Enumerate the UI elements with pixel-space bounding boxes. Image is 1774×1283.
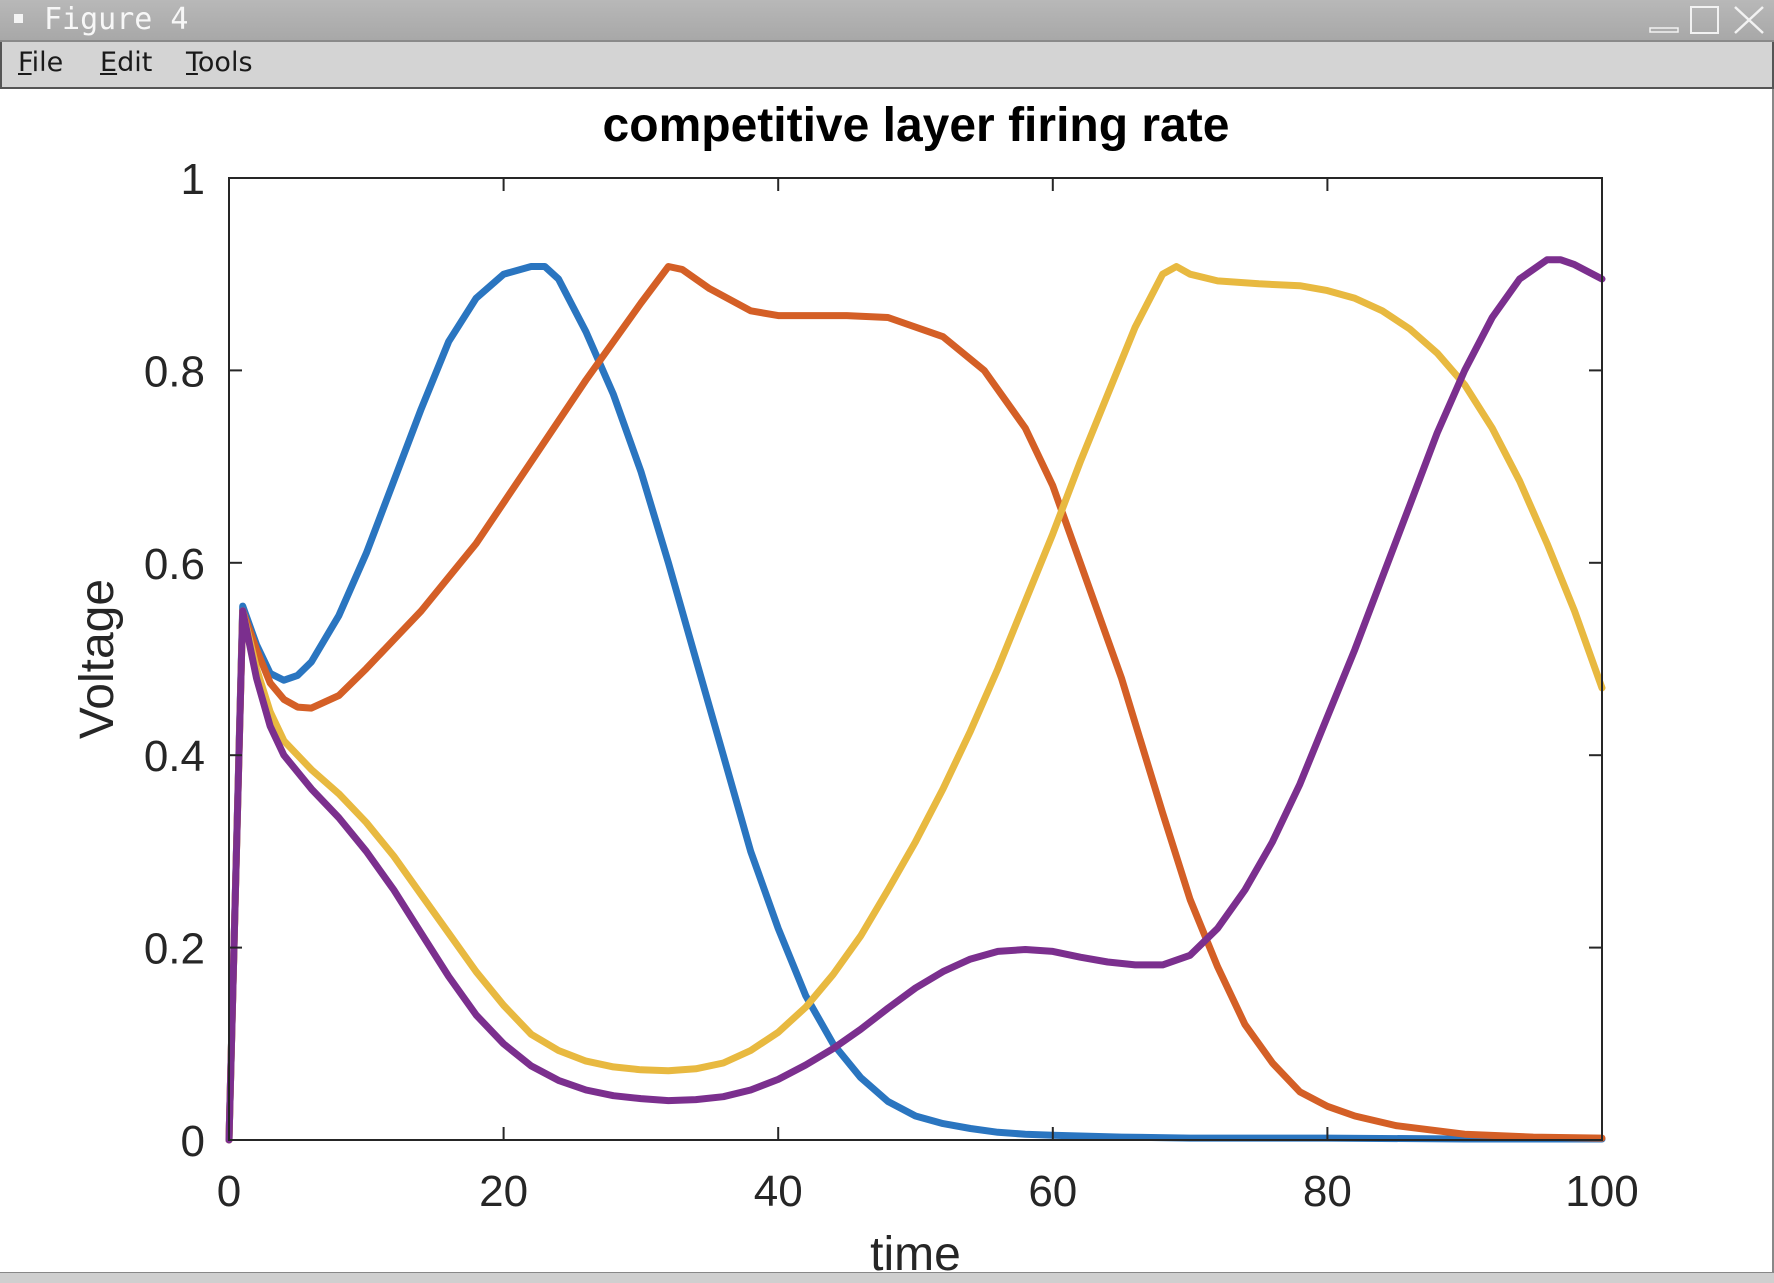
- minimize-icon[interactable]: [1648, 4, 1682, 36]
- menu-tools-mnemonic: T: [186, 47, 198, 78]
- y-tick-label: 0.2: [144, 925, 205, 974]
- series-line-2: [225, 263, 1606, 1144]
- window-titlebar[interactable]: Figure 4: [0, 0, 1774, 42]
- menu-bar: File Edit Tools: [0, 42, 1774, 89]
- series-line-4: [225, 256, 1606, 1144]
- menu-edit-label: dit: [117, 47, 153, 78]
- series-line-1: [225, 263, 1606, 1144]
- axes-box: [228, 177, 1603, 1141]
- window-menu-icon[interactable]: [14, 14, 23, 23]
- y-tick-label: 0.6: [144, 540, 205, 589]
- ticks-layer: 0 20 40 60 80 100 0 0.2 0.4 0.6 0.8 1: [144, 155, 1639, 1216]
- y-tick-label: 0.8: [144, 347, 205, 396]
- menu-tools[interactable]: Tools: [186, 47, 253, 78]
- series-layer: [225, 256, 1606, 1144]
- series-line-3: [225, 263, 1606, 1144]
- x-tick-label: 80: [1303, 1167, 1352, 1216]
- x-tick-label: 20: [479, 1167, 528, 1216]
- x-tick-label: 60: [1028, 1167, 1077, 1216]
- y-axis-label: Voltage: [71, 579, 124, 739]
- maximize-icon[interactable]: [1688, 4, 1722, 36]
- x-tick-label: 40: [754, 1167, 803, 1216]
- x-axis-label: time: [870, 1228, 961, 1272]
- close-icon[interactable]: [1732, 4, 1766, 36]
- x-tick-label: 100: [1565, 1167, 1638, 1216]
- chart-title: competitive layer firing rate: [603, 99, 1230, 152]
- menu-edit[interactable]: Edit: [100, 47, 152, 78]
- menu-tools-label: ools: [197, 47, 253, 78]
- status-strip: [0, 1272, 1774, 1283]
- line-chart: competitive layer firing rate 0 20 40 60 80 1…: [71, 99, 1639, 1281]
- y-tick-label: 1: [181, 155, 205, 204]
- menu-file-mnemonic: F: [18, 47, 32, 78]
- window-title: Figure 4: [44, 2, 189, 37]
- menu-file[interactable]: File: [18, 47, 63, 78]
- x-tick-label: 0: [217, 1167, 241, 1216]
- menu-file-label: ile: [31, 47, 64, 78]
- y-tick-label: 0.4: [144, 732, 205, 781]
- menu-edit-mnemonic: E: [100, 47, 118, 78]
- y-tick-label: 0: [181, 1117, 205, 1166]
- figure-canvas[interactable]: competitive layer firing rate 0 20 40 60 80 1…: [0, 89, 1774, 1281]
